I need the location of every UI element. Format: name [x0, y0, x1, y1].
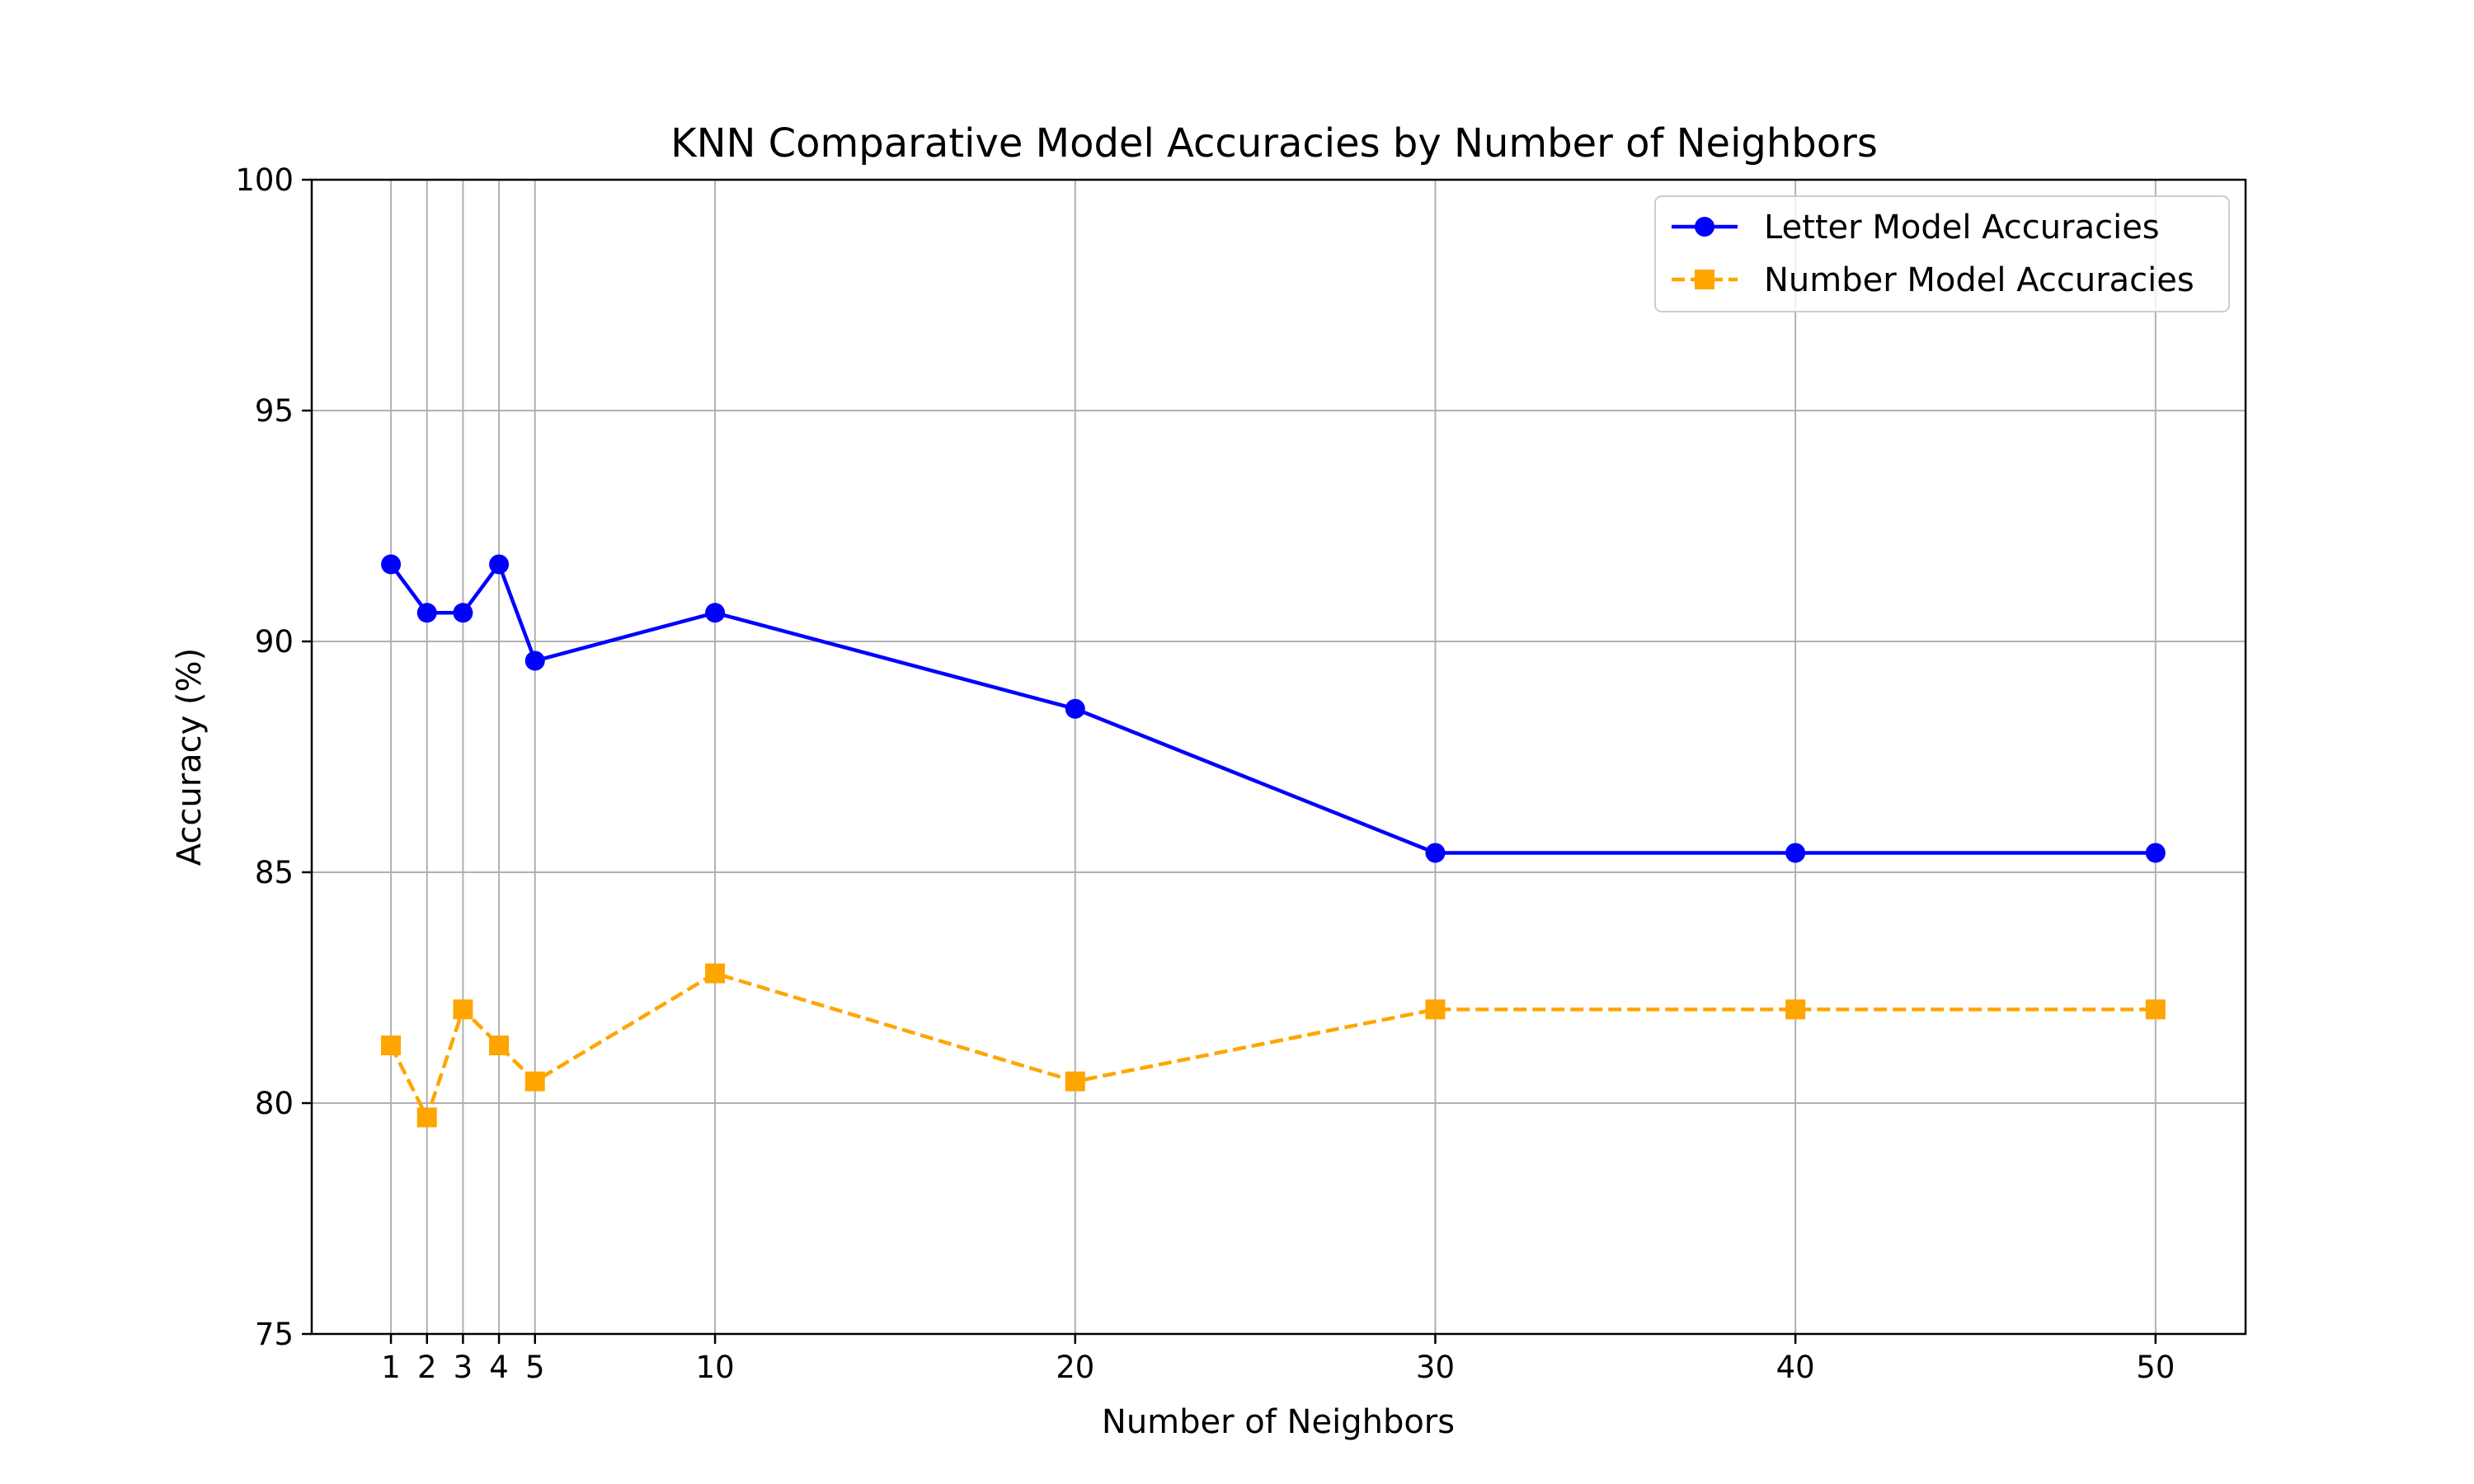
series-1-line — [389, 562, 2156, 855]
data-point — [2145, 843, 2166, 863]
ticks: 1 2 3 4 5 10 20 30 40 50 75 80 85 90 95 100 — [235, 162, 2175, 1385]
legend-label: Letter Model Accuracies — [1764, 209, 2160, 247]
data-point — [416, 603, 437, 623]
series-1 — [381, 554, 2166, 863]
x-tick-label: 4 — [489, 1350, 509, 1385]
data-point — [1065, 1071, 1085, 1092]
series-layer — [381, 554, 2166, 1128]
data-point — [416, 1107, 437, 1128]
x-tick-label: 20 — [1056, 1350, 1094, 1385]
legend: Letter Model Accuracies Number Model Accu… — [1654, 195, 2230, 312]
data-point — [1065, 698, 1085, 719]
data-point — [2145, 999, 2166, 1020]
legend-marker — [1695, 217, 1714, 237]
chart-title: KNN Comparative Model Accuracies by Numb… — [670, 120, 1878, 167]
y-tick-label: 100 — [235, 162, 294, 198]
x-tick-label: 5 — [525, 1350, 545, 1385]
data-point — [524, 650, 545, 671]
x-tick-label: 10 — [696, 1350, 735, 1385]
data-point — [453, 603, 473, 623]
legend-marker — [1695, 270, 1714, 289]
series-2 — [381, 963, 2166, 1128]
data-point — [1425, 843, 1446, 863]
legend-box — [1654, 195, 2230, 312]
data-point — [1425, 999, 1446, 1020]
data-point — [489, 554, 510, 575]
data-point — [524, 1071, 545, 1092]
data-point — [705, 603, 726, 623]
x-axis-label: Number of Neighbors — [1102, 1403, 1455, 1441]
legend-entry: Number Model Accuracies — [1672, 261, 2194, 299]
legend-label: Number Model Accuracies — [1764, 261, 2194, 299]
x-tick-label: 1 — [381, 1350, 401, 1385]
y-tick-label: 95 — [255, 393, 294, 429]
data-point — [1785, 843, 1806, 863]
y-tick-label: 75 — [255, 1317, 294, 1352]
axes-frame — [310, 178, 2247, 1336]
data-point — [381, 1036, 402, 1055]
x-tick-label: 3 — [454, 1350, 473, 1385]
y-tick-label: 85 — [255, 855, 294, 890]
x-tick-label: 40 — [1776, 1350, 1815, 1385]
y-tick-label: 90 — [255, 624, 294, 660]
y-axis-label: Accuracy (%) — [171, 648, 209, 866]
data-point — [381, 554, 402, 575]
data-point — [705, 963, 726, 984]
data-point — [1785, 999, 1806, 1020]
x-tick-label: 50 — [2136, 1350, 2175, 1385]
data-point — [453, 999, 473, 1020]
y-tick-label: 80 — [255, 1086, 294, 1121]
x-tick-label: 30 — [1416, 1350, 1455, 1385]
legend-entry: Letter Model Accuracies — [1672, 209, 2160, 247]
data-point — [489, 1036, 510, 1055]
x-tick-label: 2 — [417, 1350, 437, 1385]
series-2-line — [389, 971, 2156, 1120]
